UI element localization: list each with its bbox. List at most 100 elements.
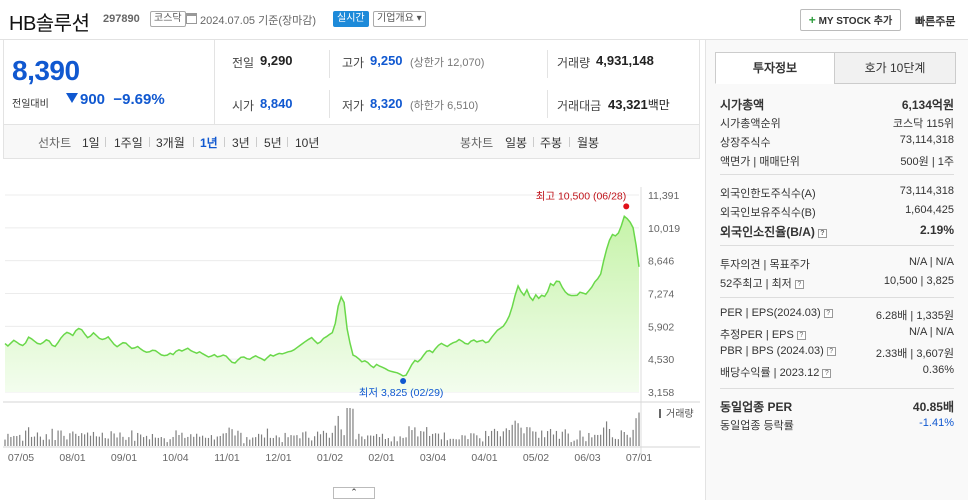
tab-1week[interactable]: 1주일 bbox=[114, 136, 143, 150]
volume-bar bbox=[455, 439, 457, 446]
info-row-label: 시가총액 bbox=[720, 98, 765, 112]
volume-bar bbox=[157, 437, 159, 446]
help-icon[interactable]: ? bbox=[817, 229, 827, 238]
volume-bar bbox=[502, 431, 504, 446]
tab-1day[interactable]: 1일 bbox=[82, 136, 100, 150]
info-row-label: 상장주식수 bbox=[720, 137, 771, 149]
volume-bar bbox=[140, 434, 142, 446]
help-icon[interactable]: ? bbox=[826, 347, 836, 356]
tab-investment-info[interactable]: 투자정보 bbox=[715, 52, 835, 84]
volume-bar bbox=[10, 436, 12, 446]
volume-bar bbox=[249, 439, 251, 446]
volume-bar bbox=[352, 408, 354, 446]
volume-bar bbox=[42, 439, 44, 446]
info-row-value: 500원 | 1주 bbox=[900, 156, 954, 168]
help-icon[interactable]: ? bbox=[796, 331, 806, 340]
tab-3year[interactable]: 3년 bbox=[232, 136, 250, 150]
info-row-value: 73,114,318 bbox=[899, 134, 954, 146]
volume-bar bbox=[113, 433, 115, 446]
volume-bar bbox=[216, 436, 218, 446]
base-date: 2024.07.05 기준(장마감) bbox=[200, 15, 317, 27]
volume-bar bbox=[319, 434, 322, 446]
price-chart[interactable]: 11,391 10,019 8,646 7,274 5,902 4,530 3,158 거래… bbox=[3, 160, 700, 490]
volume-bar bbox=[39, 436, 41, 446]
volume-bar bbox=[104, 438, 106, 446]
volume-bar bbox=[638, 412, 640, 446]
volume-bar bbox=[426, 427, 428, 446]
info-row-value: N/A | N/A bbox=[908, 256, 954, 268]
line-chart-label: 선차트 bbox=[38, 136, 72, 150]
help-icon[interactable]: ? bbox=[823, 309, 833, 318]
my-stock-add-button[interactable]: + MY STOCK 추가 bbox=[800, 9, 901, 31]
volume-bar bbox=[107, 438, 109, 446]
volume-bar bbox=[75, 433, 77, 446]
volume-bar bbox=[384, 438, 386, 446]
quick-order-link[interactable]: 빠른주문 bbox=[915, 16, 956, 28]
high-value: 9,250 bbox=[370, 53, 403, 68]
volume-bar bbox=[33, 436, 36, 446]
volume-bar bbox=[591, 437, 593, 446]
volume-bar bbox=[331, 432, 333, 446]
tab-monthly-candle[interactable]: 월봉 bbox=[577, 136, 600, 150]
info-row-label: 시가총액순위 bbox=[720, 118, 781, 130]
info-row-value: 10,500 | 3,825 bbox=[883, 275, 954, 287]
info-row: 시가총액순위 코스닥 115위 bbox=[720, 115, 954, 131]
volume-bar bbox=[137, 432, 139, 446]
info-divider bbox=[720, 245, 954, 246]
tab-order-book-10[interactable]: 호가 10단계 bbox=[834, 52, 956, 84]
volume-bar bbox=[110, 431, 112, 446]
volume-bar bbox=[399, 436, 401, 446]
tab-daily-candle[interactable]: 일봉 bbox=[505, 136, 528, 150]
volume-bar bbox=[258, 433, 260, 446]
tab-3month[interactable]: 3개월 bbox=[156, 136, 185, 150]
volume-bar bbox=[434, 433, 437, 446]
volume-bar bbox=[476, 435, 478, 446]
volume-bar bbox=[632, 429, 634, 446]
volume-bar bbox=[440, 439, 443, 446]
volume-bar bbox=[576, 439, 578, 446]
amount-label: 거래대금 bbox=[557, 99, 602, 113]
tab-10year[interactable]: 10년 bbox=[295, 136, 320, 150]
volume-bar bbox=[278, 437, 280, 446]
volume-bar bbox=[411, 430, 413, 446]
volume-bar bbox=[287, 437, 289, 446]
change-value: 900 −9.69% bbox=[66, 91, 165, 108]
volume-bar bbox=[467, 439, 469, 446]
tab-5year[interactable]: 5년 bbox=[264, 136, 282, 150]
volume-bar bbox=[16, 436, 18, 446]
x-tick-label: 05/02 bbox=[523, 452, 549, 464]
volume-bar bbox=[608, 428, 611, 446]
y-tick-label: 10,019 bbox=[648, 223, 680, 235]
info-row-label: 52주최고 | 최저? bbox=[720, 275, 804, 291]
info-row: 52주최고 | 최저? 10,500 | 3,825 bbox=[720, 275, 954, 291]
volume-bar bbox=[535, 431, 537, 446]
volume-bar bbox=[423, 431, 425, 446]
volume-bar bbox=[414, 427, 416, 446]
help-icon[interactable]: ? bbox=[794, 280, 804, 289]
volume-bar bbox=[145, 435, 148, 446]
company-overview-dropdown[interactable]: 기업개요 ▾ bbox=[373, 11, 426, 27]
volume-bar bbox=[328, 437, 330, 446]
info-row: 외국인한도주식수(A) 73,114,318 bbox=[720, 185, 954, 201]
volume-bar bbox=[620, 430, 622, 446]
y-tick-label: 3,158 bbox=[648, 387, 674, 399]
info-row-label: 배당수익률 | 2023.12? bbox=[720, 364, 832, 380]
open-label: 시가 bbox=[232, 99, 255, 113]
collapse-chart-button[interactable]: ⌃ bbox=[333, 487, 375, 499]
volume-bar bbox=[166, 442, 168, 446]
tab-weekly-candle[interactable]: 주봉 bbox=[540, 136, 563, 150]
volume-bar bbox=[255, 437, 257, 446]
volume-bar bbox=[449, 438, 451, 446]
volume-bar bbox=[119, 432, 121, 446]
volume-bar bbox=[573, 440, 575, 446]
open-value: 8,840 bbox=[260, 96, 293, 111]
volume-bar bbox=[532, 431, 534, 446]
volume-bar bbox=[611, 437, 614, 446]
prev-close-label: 전일 bbox=[232, 56, 255, 70]
volume-bar bbox=[334, 425, 336, 446]
info-row-value: 6,134억원 bbox=[901, 98, 954, 112]
help-icon[interactable]: ? bbox=[822, 369, 832, 378]
tab-1year[interactable]: 1년 bbox=[200, 136, 218, 150]
live-tag[interactable]: 실시간 bbox=[333, 11, 369, 27]
volume-bar bbox=[325, 432, 328, 446]
